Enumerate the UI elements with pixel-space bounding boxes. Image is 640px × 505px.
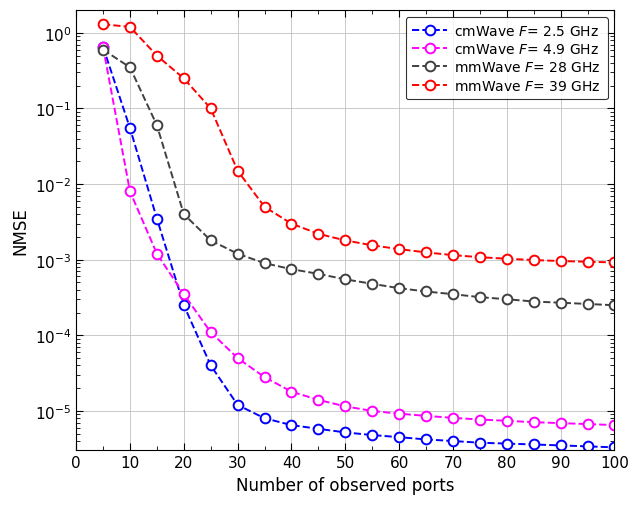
mmWave $\mathit{F}$= 39 GHz: [530, 258, 538, 264]
Y-axis label: NMSE: NMSE: [11, 207, 29, 255]
cmWave $\mathit{F}$= 2.5 GHz: [314, 426, 322, 432]
cmWave $\mathit{F}$= 4.9 GHz: [422, 413, 430, 419]
cmWave $\mathit{F}$= 2.5 GHz: [126, 126, 134, 132]
mmWave $F$= 28 GHz: [449, 291, 457, 297]
mmWave $\mathit{F}$= 39 GHz: [449, 252, 457, 259]
Line: cmWave $\mathit{F}$= 4.9 GHz: cmWave $\mathit{F}$= 4.9 GHz: [98, 43, 620, 430]
mmWave $F$= 28 GHz: [584, 301, 591, 308]
mmWave $F$= 28 GHz: [530, 299, 538, 305]
cmWave $\mathit{F}$= 2.5 GHz: [369, 432, 376, 438]
cmWave $\mathit{F}$= 4.9 GHz: [126, 189, 134, 195]
mmWave $F$= 28 GHz: [396, 286, 403, 292]
mmWave $F$= 28 GHz: [503, 296, 511, 302]
cmWave $\mathit{F}$= 4.9 GHz: [180, 291, 188, 297]
mmWave $\mathit{F}$= 39 GHz: [342, 238, 349, 244]
mmWave $F$= 28 GHz: [234, 251, 241, 257]
mmWave $\mathit{F}$= 39 GHz: [234, 168, 241, 174]
cmWave $\mathit{F}$= 4.9 GHz: [99, 45, 107, 51]
cmWave $\mathit{F}$= 4.9 GHz: [611, 422, 618, 428]
mmWave $F$= 28 GHz: [369, 281, 376, 287]
mmWave $F$= 28 GHz: [180, 212, 188, 218]
mmWave $\mathit{F}$= 39 GHz: [126, 25, 134, 31]
cmWave $\mathit{F}$= 4.9 GHz: [234, 356, 241, 362]
mmWave $\mathit{F}$= 39 GHz: [180, 76, 188, 82]
cmWave $\mathit{F}$= 2.5 GHz: [207, 363, 214, 369]
cmWave $\mathit{F}$= 4.9 GHz: [476, 417, 484, 423]
cmWave $\mathit{F}$= 2.5 GHz: [99, 45, 107, 51]
mmWave $F$= 28 GHz: [342, 277, 349, 283]
cmWave $\mathit{F}$= 4.9 GHz: [584, 421, 591, 427]
cmWave $\mathit{F}$= 2.5 GHz: [396, 434, 403, 440]
cmWave $\mathit{F}$= 4.9 GHz: [557, 420, 564, 426]
mmWave $F$= 28 GHz: [611, 302, 618, 309]
cmWave $\mathit{F}$= 4.9 GHz: [260, 374, 268, 380]
cmWave $\mathit{F}$= 2.5 GHz: [180, 302, 188, 309]
cmWave $\mathit{F}$= 4.9 GHz: [207, 329, 214, 335]
cmWave $\mathit{F}$= 2.5 GHz: [260, 416, 268, 422]
mmWave $\mathit{F}$= 39 GHz: [287, 221, 295, 227]
mmWave $\mathit{F}$= 39 GHz: [153, 54, 161, 60]
cmWave $\mathit{F}$= 2.5 GHz: [557, 442, 564, 448]
cmWave $\mathit{F}$= 4.9 GHz: [503, 418, 511, 424]
mmWave $F$= 28 GHz: [126, 65, 134, 71]
cmWave $\mathit{F}$= 4.9 GHz: [153, 251, 161, 257]
cmWave $\mathit{F}$= 4.9 GHz: [396, 411, 403, 417]
cmWave $\mathit{F}$= 4.9 GHz: [314, 397, 322, 403]
cmWave $\mathit{F}$= 2.5 GHz: [530, 441, 538, 447]
mmWave $F$= 28 GHz: [260, 261, 268, 267]
cmWave $\mathit{F}$= 2.5 GHz: [449, 438, 457, 444]
mmWave $\mathit{F}$= 39 GHz: [99, 22, 107, 28]
mmWave $\mathit{F}$= 39 GHz: [207, 106, 214, 112]
mmWave $\mathit{F}$= 39 GHz: [476, 255, 484, 261]
mmWave $\mathit{F}$= 39 GHz: [422, 250, 430, 256]
mmWave $\mathit{F}$= 39 GHz: [260, 205, 268, 211]
mmWave $F$= 28 GHz: [99, 47, 107, 54]
X-axis label: Number of observed ports: Number of observed ports: [236, 476, 454, 494]
cmWave $\mathit{F}$= 2.5 GHz: [611, 444, 618, 450]
cmWave $\mathit{F}$= 2.5 GHz: [503, 441, 511, 447]
cmWave $\mathit{F}$= 2.5 GHz: [422, 436, 430, 442]
cmWave $\mathit{F}$= 4.9 GHz: [449, 415, 457, 421]
cmWave $\mathit{F}$= 4.9 GHz: [342, 403, 349, 410]
mmWave $\mathit{F}$= 39 GHz: [314, 231, 322, 237]
cmWave $\mathit{F}$= 4.9 GHz: [530, 419, 538, 425]
mmWave $\mathit{F}$= 39 GHz: [396, 246, 403, 252]
cmWave $\mathit{F}$= 2.5 GHz: [153, 216, 161, 222]
cmWave $\mathit{F}$= 2.5 GHz: [476, 440, 484, 446]
mmWave $\mathit{F}$= 39 GHz: [369, 243, 376, 249]
cmWave $\mathit{F}$= 2.5 GHz: [287, 422, 295, 428]
cmWave $\mathit{F}$= 4.9 GHz: [369, 408, 376, 414]
mmWave $F$= 28 GHz: [422, 289, 430, 295]
cmWave $\mathit{F}$= 2.5 GHz: [342, 430, 349, 436]
mmWave $\mathit{F}$= 39 GHz: [557, 259, 564, 265]
Legend: cmWave $\mathit{F}$= 2.5 GHz, cmWave $\mathit{F}$= 4.9 GHz, mmWave $F$= 28 GHz, : cmWave $\mathit{F}$= 2.5 GHz, cmWave $\m…: [406, 18, 607, 100]
Line: mmWave $\mathit{F}$= 39 GHz: mmWave $\mathit{F}$= 39 GHz: [98, 20, 620, 268]
mmWave $F$= 28 GHz: [476, 294, 484, 300]
Line: mmWave $F$= 28 GHz: mmWave $F$= 28 GHz: [98, 45, 620, 311]
mmWave $\mathit{F}$= 39 GHz: [584, 259, 591, 265]
Line: cmWave $\mathit{F}$= 2.5 GHz: cmWave $\mathit{F}$= 2.5 GHz: [98, 43, 620, 452]
cmWave $\mathit{F}$= 2.5 GHz: [234, 402, 241, 408]
cmWave $\mathit{F}$= 2.5 GHz: [584, 443, 591, 449]
mmWave $\mathit{F}$= 39 GHz: [503, 256, 511, 262]
mmWave $F$= 28 GHz: [207, 238, 214, 244]
mmWave $F$= 28 GHz: [153, 123, 161, 129]
mmWave $F$= 28 GHz: [287, 267, 295, 273]
mmWave $F$= 28 GHz: [314, 271, 322, 277]
mmWave $\mathit{F}$= 39 GHz: [611, 260, 618, 266]
mmWave $F$= 28 GHz: [557, 300, 564, 306]
cmWave $\mathit{F}$= 4.9 GHz: [287, 389, 295, 395]
